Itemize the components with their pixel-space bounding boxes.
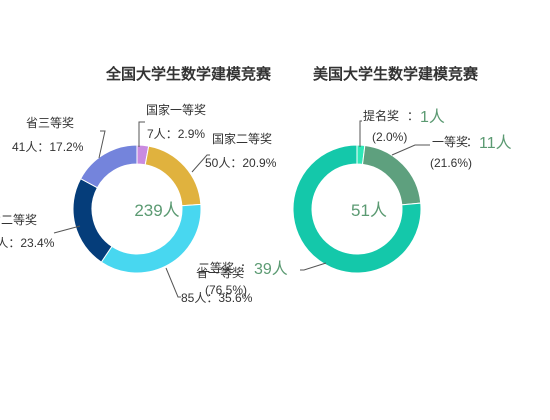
mcm-donut-slice-1[interactable] [361,144,422,206]
label-sep-mcm-nominee: ： [407,109,419,123]
national-donut-slice-3[interactable] [72,178,113,263]
label-name-mcm-nominee: 提名奖 [363,108,399,123]
label-sep-mcm-second: ： [240,261,252,275]
label-name-mcm-first: 一等奖 [432,135,468,149]
label-name-province-second: 省二等奖 [0,213,37,227]
label-value-province-second: 56人：23.4% [0,236,55,250]
leader-line-4 [98,130,106,159]
label-count-mcm-second: 39人 [254,260,288,278]
center-total-mcm: 51人 [351,201,387,220]
label-percent-mcm-first: (21.6%) [430,156,472,170]
leader-line-5 [359,120,362,147]
label-name-mcm-second: 二等奖 [198,261,234,275]
leader-line-6 [391,144,430,156]
donut-national [72,144,202,274]
label-name-national-second: 国家二等奖 [212,131,272,146]
leader-line-3 [53,225,81,234]
mcm-donut-slice-2[interactable] [292,144,422,274]
national-donut-slice-1[interactable] [144,145,202,207]
chart-title-mcm: 美国大学生数学建模竞赛 [313,65,479,83]
leader-line-0 [138,121,145,147]
leader-line-1 [191,154,210,173]
chart-title-national: 全国大学生数学建模竞赛 [105,65,272,83]
label-value-province-first: 85人：35.6% [181,291,253,305]
national-donut-slice-4[interactable] [79,144,138,189]
leader-line-7 [300,262,327,271]
label-value-province-third: 41人：17.2% [12,140,84,154]
label-value-national-second: 50人：20.9% [205,156,277,170]
center-total-national: 239人 [134,201,179,220]
label-percent-mcm-second: (76.5%) [205,283,247,297]
label-sep-mcm-first: ： [466,135,478,149]
label-name-province-third: 省三等奖 [26,116,74,130]
label-value-national-first: 7人：2.9% [147,127,205,141]
label-count-mcm-first: 11人 [479,134,512,152]
label-percent-mcm-nominee: (2.0%) [372,130,407,144]
leader-line-2 [165,267,181,298]
label-name-province-first: 省一等奖 [196,266,244,280]
label-name-national-first: 国家一等奖 [146,102,206,117]
label-count-mcm-nominee: 1人 [420,108,445,126]
leader-lines [53,120,430,298]
